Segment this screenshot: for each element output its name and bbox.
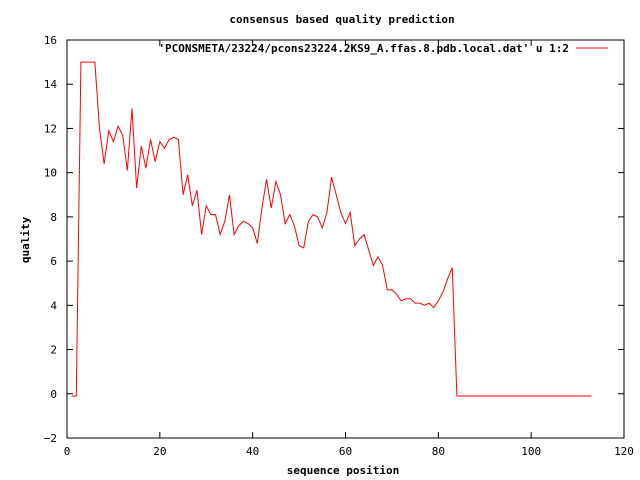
legend-series-label: 'PCONSMETA/23224/pcons23224.2KS9_A.ffas.… [158, 42, 569, 55]
y-tick-label: 16 [44, 34, 57, 47]
x-tick-label: 60 [339, 445, 352, 458]
y-tick-label: 8 [50, 211, 57, 224]
y-tick-label: 6 [50, 255, 57, 268]
y-tick-label: 2 [50, 344, 57, 357]
y-tick-label: 0 [50, 388, 57, 401]
x-axis-label: sequence position [287, 464, 400, 477]
y-tick-label: 14 [44, 78, 58, 91]
y-tick-label: −2 [44, 432, 57, 445]
axis-ticks [66, 39, 625, 439]
x-tick-label: 100 [521, 445, 541, 458]
x-tick-label: 120 [614, 445, 634, 458]
x-tick-label: 20 [153, 445, 166, 458]
series-layer [71, 61, 592, 397]
plot-frame [66, 39, 625, 439]
y-axis-label: quality [19, 216, 32, 263]
series-line [71, 61, 592, 397]
x-tick-label: 0 [64, 445, 71, 458]
y-tick-label: 4 [50, 299, 57, 312]
axis-tick-labels: 0 20 40 60 80 100 120 −2 0 2 4 6 8 10 12 14 16 [44, 34, 634, 458]
y-tick-label: 10 [44, 167, 57, 180]
x-tick-label: 80 [432, 445, 445, 458]
y-tick-label: 12 [44, 122, 57, 135]
legend: 'PCONSMETA/23224/pcons23224.2KS9_A.ffas.… [158, 42, 608, 55]
chart-title: consensus based quality prediction [229, 13, 454, 26]
x-tick-label: 40 [246, 445, 259, 458]
